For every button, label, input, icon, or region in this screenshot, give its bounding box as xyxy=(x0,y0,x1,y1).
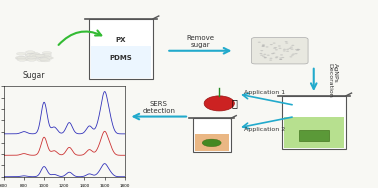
Ellipse shape xyxy=(288,48,291,49)
Ellipse shape xyxy=(271,53,274,54)
FancyBboxPatch shape xyxy=(251,38,308,64)
FancyBboxPatch shape xyxy=(282,96,346,149)
Text: SERS
detection: SERS detection xyxy=(142,101,175,114)
Ellipse shape xyxy=(17,52,26,55)
Ellipse shape xyxy=(29,54,39,57)
Text: Remove
sugar: Remove sugar xyxy=(186,35,214,48)
Ellipse shape xyxy=(260,50,263,51)
Ellipse shape xyxy=(258,42,261,43)
Ellipse shape xyxy=(259,53,262,54)
Ellipse shape xyxy=(285,41,288,42)
Ellipse shape xyxy=(15,56,25,59)
FancyBboxPatch shape xyxy=(299,130,329,141)
Ellipse shape xyxy=(42,52,52,54)
Ellipse shape xyxy=(27,58,36,61)
Ellipse shape xyxy=(43,56,52,59)
Ellipse shape xyxy=(273,42,276,44)
Ellipse shape xyxy=(297,49,301,50)
Ellipse shape xyxy=(266,46,269,48)
Ellipse shape xyxy=(274,47,277,48)
FancyBboxPatch shape xyxy=(91,46,151,78)
Ellipse shape xyxy=(263,57,266,58)
Ellipse shape xyxy=(202,139,221,147)
Ellipse shape xyxy=(17,58,27,61)
Ellipse shape xyxy=(31,53,40,56)
Ellipse shape xyxy=(269,60,272,61)
Ellipse shape xyxy=(286,49,289,50)
Ellipse shape xyxy=(290,56,293,57)
Ellipse shape xyxy=(30,52,39,55)
Ellipse shape xyxy=(20,57,30,59)
Ellipse shape xyxy=(44,57,53,59)
Text: Sugar: Sugar xyxy=(23,71,45,80)
Ellipse shape xyxy=(273,53,276,54)
Ellipse shape xyxy=(291,55,294,56)
Ellipse shape xyxy=(297,49,300,50)
Ellipse shape xyxy=(39,57,48,60)
Ellipse shape xyxy=(36,54,46,57)
Ellipse shape xyxy=(35,54,45,57)
Ellipse shape xyxy=(41,59,50,62)
Ellipse shape xyxy=(15,57,25,60)
Ellipse shape xyxy=(295,49,298,50)
Ellipse shape xyxy=(17,57,26,59)
Ellipse shape xyxy=(262,45,265,47)
Ellipse shape xyxy=(283,50,286,52)
Ellipse shape xyxy=(296,50,299,51)
Ellipse shape xyxy=(262,45,265,46)
Ellipse shape xyxy=(260,55,263,56)
Ellipse shape xyxy=(40,58,49,61)
Ellipse shape xyxy=(264,57,267,58)
Ellipse shape xyxy=(285,42,288,44)
Ellipse shape xyxy=(25,54,35,57)
Ellipse shape xyxy=(294,53,297,54)
Ellipse shape xyxy=(36,54,46,57)
Text: AgNPs
Decoration: AgNPs Decoration xyxy=(327,63,338,97)
Ellipse shape xyxy=(262,56,265,57)
Ellipse shape xyxy=(292,54,295,55)
Ellipse shape xyxy=(281,57,284,58)
Ellipse shape xyxy=(25,51,35,54)
Ellipse shape xyxy=(279,59,282,60)
Text: Application 1: Application 1 xyxy=(244,90,285,95)
Ellipse shape xyxy=(279,48,282,49)
Ellipse shape xyxy=(262,46,265,47)
Ellipse shape xyxy=(290,47,293,48)
Ellipse shape xyxy=(279,59,282,60)
FancyBboxPatch shape xyxy=(193,118,231,152)
Ellipse shape xyxy=(27,56,36,59)
Ellipse shape xyxy=(42,54,51,56)
Ellipse shape xyxy=(31,56,40,59)
Text: Application 2: Application 2 xyxy=(244,127,285,132)
Ellipse shape xyxy=(26,54,35,56)
Ellipse shape xyxy=(275,57,278,58)
Ellipse shape xyxy=(283,49,286,50)
FancyBboxPatch shape xyxy=(195,134,229,151)
FancyBboxPatch shape xyxy=(89,19,153,79)
Text: 🥄: 🥄 xyxy=(231,98,237,108)
Ellipse shape xyxy=(32,55,42,58)
Ellipse shape xyxy=(270,58,273,59)
Ellipse shape xyxy=(275,49,278,50)
Ellipse shape xyxy=(40,55,49,58)
Ellipse shape xyxy=(267,55,270,56)
FancyBboxPatch shape xyxy=(284,117,344,148)
Ellipse shape xyxy=(37,59,46,61)
Ellipse shape xyxy=(279,58,282,59)
Ellipse shape xyxy=(23,57,33,60)
Ellipse shape xyxy=(276,56,279,58)
Ellipse shape xyxy=(262,44,265,45)
Text: PX: PX xyxy=(116,37,126,43)
Text: PDMS: PDMS xyxy=(110,55,132,61)
Ellipse shape xyxy=(28,57,37,60)
Ellipse shape xyxy=(286,51,289,52)
Ellipse shape xyxy=(204,96,234,111)
Ellipse shape xyxy=(278,45,281,47)
Ellipse shape xyxy=(280,54,283,55)
Ellipse shape xyxy=(263,54,266,55)
Ellipse shape xyxy=(273,48,276,49)
Ellipse shape xyxy=(270,44,273,45)
Ellipse shape xyxy=(291,49,294,50)
Ellipse shape xyxy=(291,45,294,46)
